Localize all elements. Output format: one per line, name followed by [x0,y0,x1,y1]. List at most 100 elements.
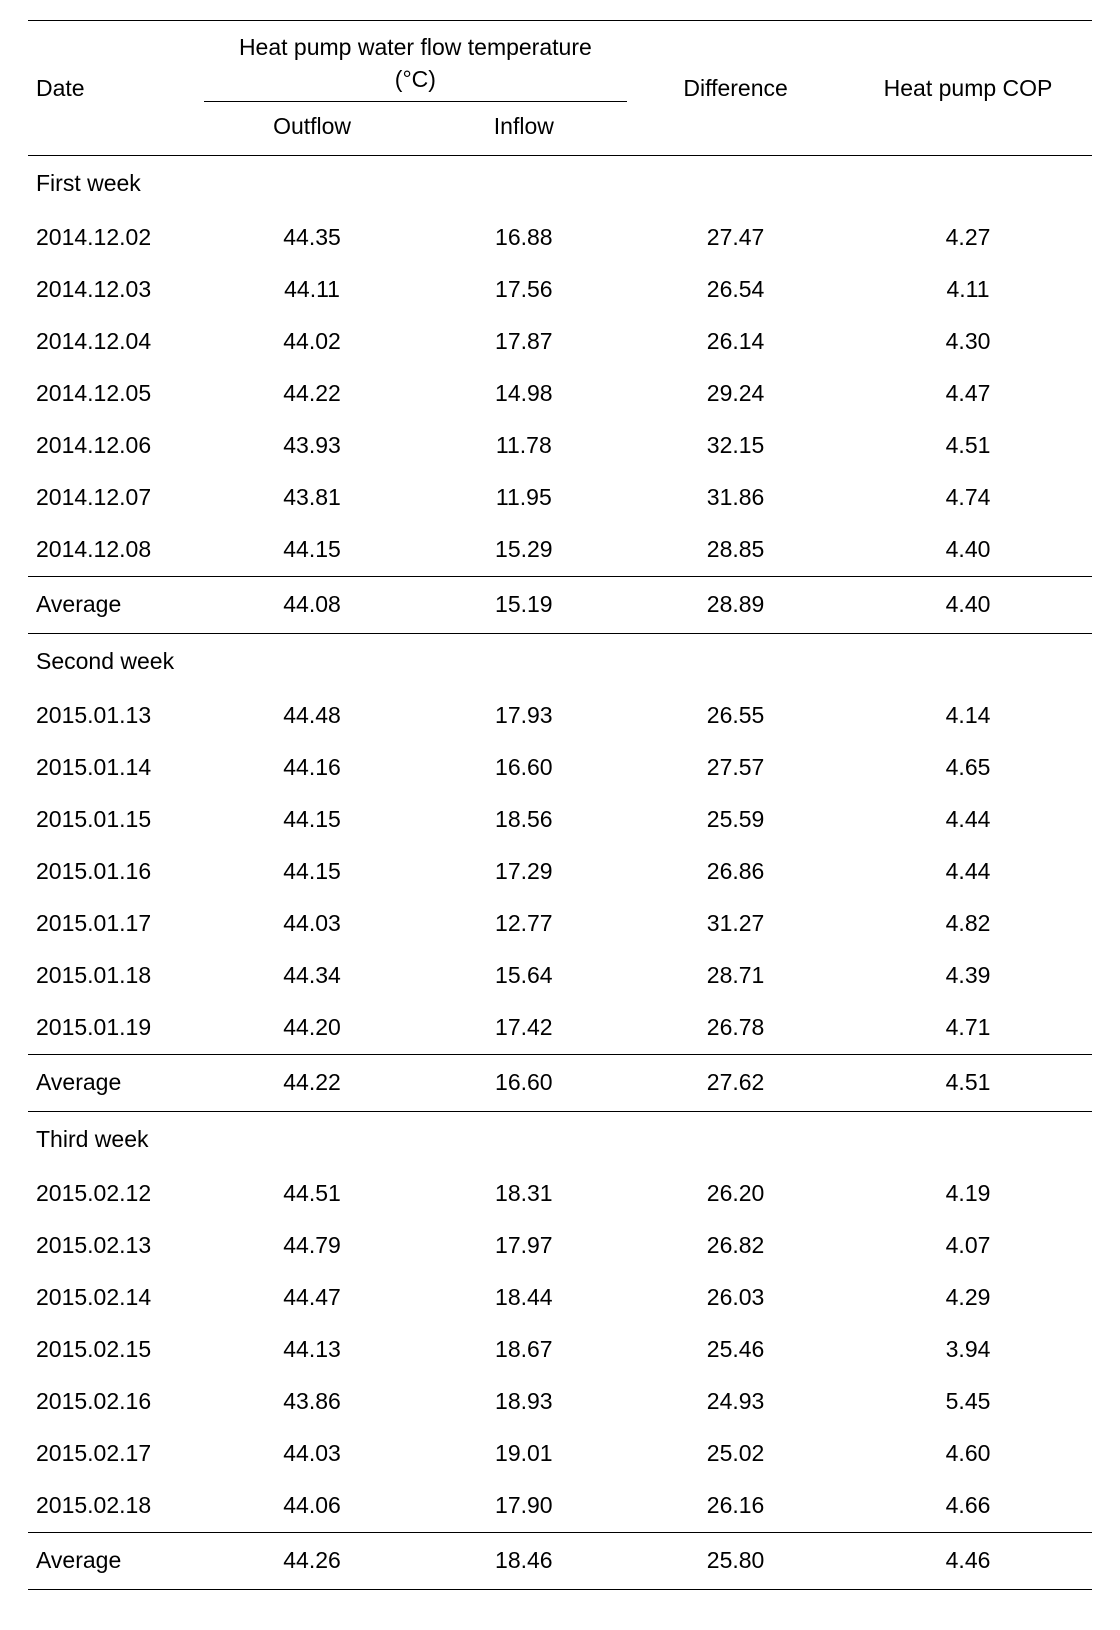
cell-inflow: 18.93 [421,1376,628,1428]
cell-cop: 4.40 [844,524,1092,577]
avg-label: Average [28,1532,204,1589]
cell-cop: 4.29 [844,1272,1092,1324]
heat-pump-table: Date Heat pump water flow temperature (°… [28,20,1092,1590]
table-row: 2015.02.1844.0617.9026.164.66 [28,1480,1092,1533]
table-row: 2014.12.0444.0217.8726.144.30 [28,316,1092,368]
avg-cop: 4.51 [844,1054,1092,1111]
avg-inflow: 15.19 [421,576,628,633]
cell-inflow: 18.56 [421,794,628,846]
cell-cop: 4.11 [844,264,1092,316]
cell-cop: 4.44 [844,794,1092,846]
cell-difference: 28.85 [627,524,844,577]
cell-date: 2015.02.12 [28,1168,204,1220]
cell-outflow: 43.93 [204,420,421,472]
table-header: Date Heat pump water flow temperature (°… [28,21,1092,156]
cell-outflow: 44.47 [204,1272,421,1324]
section-title-row: First week [28,155,1092,212]
avg-inflow: 18.46 [421,1532,628,1589]
cell-inflow: 16.60 [421,742,628,794]
cell-outflow: 44.34 [204,950,421,1002]
table-row: 2015.02.1744.0319.0125.024.60 [28,1428,1092,1480]
cell-outflow: 44.03 [204,1428,421,1480]
cell-inflow: 12.77 [421,898,628,950]
cell-date: 2014.12.05 [28,368,204,420]
table-row: 2014.12.0643.9311.7832.154.51 [28,420,1092,472]
cell-difference: 26.03 [627,1272,844,1324]
section-title-row: Second week [28,633,1092,690]
avg-difference: 27.62 [627,1054,844,1111]
cell-inflow: 17.97 [421,1220,628,1272]
table-row: 2015.02.1244.5118.3126.204.19 [28,1168,1092,1220]
cell-cop: 4.51 [844,420,1092,472]
average-row: Average44.2618.4625.804.46 [28,1532,1092,1589]
cell-cop: 4.07 [844,1220,1092,1272]
cell-date: 2015.01.17 [28,898,204,950]
cell-outflow: 44.02 [204,316,421,368]
cell-date: 2015.01.14 [28,742,204,794]
avg-outflow: 44.08 [204,576,421,633]
cell-outflow: 43.81 [204,472,421,524]
col-header-date: Date [28,21,204,156]
table-row: 2015.02.1544.1318.6725.463.94 [28,1324,1092,1376]
table-row: 2014.12.0743.8111.9531.864.74 [28,472,1092,524]
cell-cop: 4.14 [844,690,1092,742]
cell-date: 2015.01.19 [28,1002,204,1055]
cell-difference: 26.55 [627,690,844,742]
cell-inflow: 18.67 [421,1324,628,1376]
table-row: 2015.01.1644.1517.2926.864.44 [28,846,1092,898]
cell-outflow: 44.13 [204,1324,421,1376]
cell-inflow: 17.90 [421,1480,628,1533]
table-row: 2015.01.1444.1616.6027.574.65 [28,742,1092,794]
temp-span-line1: Heat pump water flow temperature [239,34,592,60]
table-row: 2015.01.1944.2017.4226.784.71 [28,1002,1092,1055]
cell-outflow: 44.20 [204,1002,421,1055]
cell-cop: 5.45 [844,1376,1092,1428]
table-row: 2015.02.1643.8618.9324.935.45 [28,1376,1092,1428]
table-row: 2015.01.1744.0312.7731.274.82 [28,898,1092,950]
cell-date: 2014.12.06 [28,420,204,472]
cell-difference: 25.02 [627,1428,844,1480]
cell-cop: 4.82 [844,898,1092,950]
cell-cop: 3.94 [844,1324,1092,1376]
cell-outflow: 44.15 [204,524,421,577]
cell-outflow: 44.11 [204,264,421,316]
cell-difference: 26.86 [627,846,844,898]
cell-inflow: 11.95 [421,472,628,524]
average-row: Average44.2216.6027.624.51 [28,1054,1092,1111]
cell-outflow: 44.51 [204,1168,421,1220]
cell-date: 2014.12.07 [28,472,204,524]
cell-difference: 31.86 [627,472,844,524]
col-header-outflow: Outflow [204,102,421,155]
col-header-inflow: Inflow [421,102,628,155]
section-title-row: Third week [28,1111,1092,1168]
cell-outflow: 44.16 [204,742,421,794]
cell-date: 2014.12.04 [28,316,204,368]
cell-date: 2015.01.15 [28,794,204,846]
cell-difference: 27.57 [627,742,844,794]
cell-difference: 26.78 [627,1002,844,1055]
avg-outflow: 44.22 [204,1054,421,1111]
cell-cop: 4.19 [844,1168,1092,1220]
cell-inflow: 19.01 [421,1428,628,1480]
cell-date: 2015.01.16 [28,846,204,898]
cell-inflow: 14.98 [421,368,628,420]
cell-cop: 4.65 [844,742,1092,794]
cell-inflow: 11.78 [421,420,628,472]
table-row: 2014.12.0244.3516.8827.474.27 [28,212,1092,264]
cell-inflow: 18.44 [421,1272,628,1324]
cell-outflow: 43.86 [204,1376,421,1428]
avg-difference: 28.89 [627,576,844,633]
col-header-temp-span: Heat pump water flow temperature (°C) [204,21,628,102]
cell-inflow: 17.87 [421,316,628,368]
cell-difference: 25.46 [627,1324,844,1376]
table-row: 2015.01.1844.3415.6428.714.39 [28,950,1092,1002]
avg-cop: 4.46 [844,1532,1092,1589]
cell-cop: 4.66 [844,1480,1092,1533]
cell-outflow: 44.22 [204,368,421,420]
cell-outflow: 44.03 [204,898,421,950]
avg-label: Average [28,1054,204,1111]
cell-inflow: 15.29 [421,524,628,577]
cell-cop: 4.47 [844,368,1092,420]
cell-difference: 26.82 [627,1220,844,1272]
cell-date: 2015.02.18 [28,1480,204,1533]
